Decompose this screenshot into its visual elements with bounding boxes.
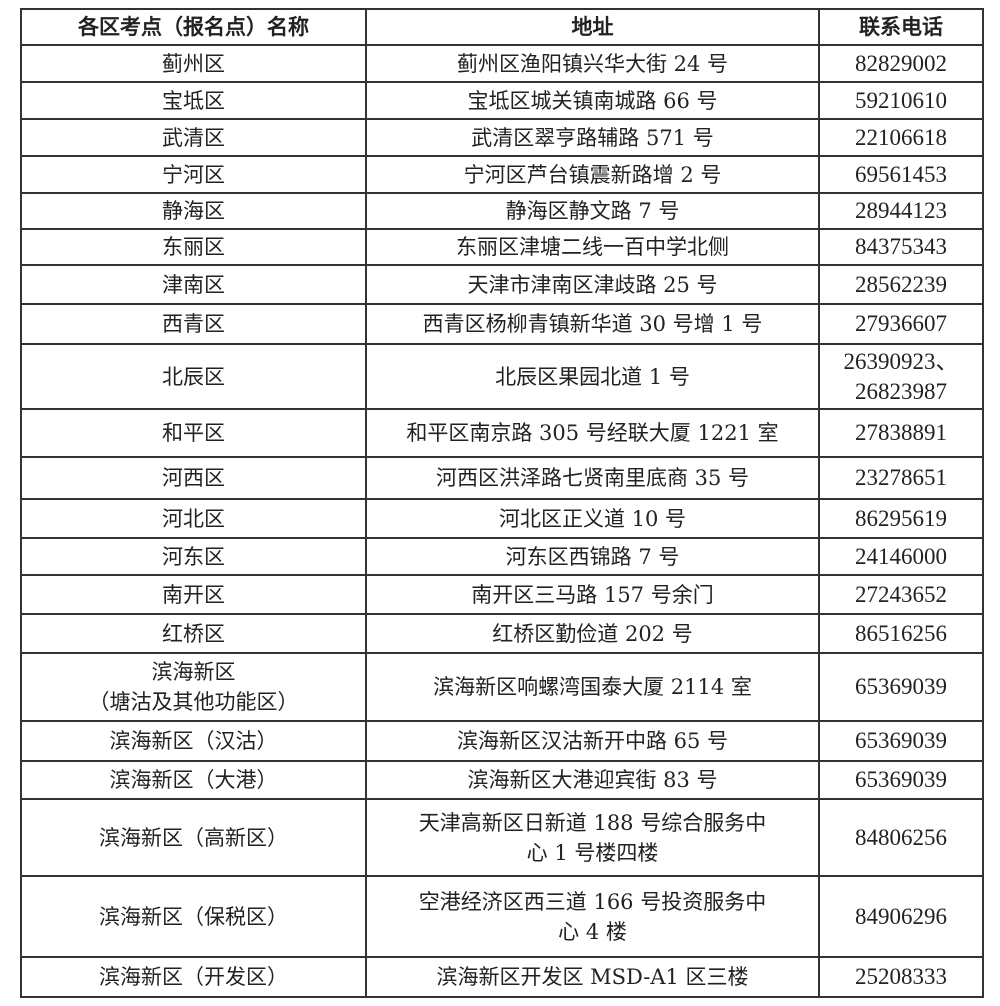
site-phone: 22106618 <box>818 118 984 157</box>
table-row: 红桥区 红桥区勤俭道 202 号 86516256 <box>20 613 984 654</box>
site-name: 滨海新区（汉沽） <box>20 720 367 762</box>
site-name: 蓟州区 <box>20 44 367 83</box>
site-phone: 84906296 <box>818 875 984 958</box>
site-name: 南开区 <box>20 574 367 615</box>
site-name: 宁河区 <box>20 155 367 194</box>
site-phone: 65369039 <box>818 652 984 722</box>
table-row: 宝坻区 宝坻区城关镇南城路 66 号 59210610 <box>20 81 984 120</box>
site-phone: 27838891 <box>818 408 984 458</box>
table-row: 滨海新区 （塘沽及其他功能区） 滨海新区响螺湾国泰大厦 2114 室 6536903… <box>20 652 984 722</box>
site-address: 河北区正义道 10 号 <box>365 498 820 539</box>
header-address: 地址 <box>365 8 820 46</box>
header-name: 各区考点（报名点）名称 <box>20 8 367 46</box>
header-row: 各区考点（报名点）名称 地址 联系电话 <box>20 8 984 46</box>
site-phone: 27936607 <box>818 303 984 345</box>
site-address: 滨海新区开发区 MSD-A1 区三楼 <box>365 956 820 998</box>
table-row: 滨海新区（高新区） 天津高新区日新道 188 号综合服务中 心 1 号楼四楼 848… <box>20 798 984 877</box>
site-phone: 26390923、 26823987 <box>818 343 984 410</box>
table-row: 滨海新区（保税区） 空港经济区西三道 166 号投资服务中 心 4 楼 849062… <box>20 875 984 958</box>
site-address: 东丽区津塘二线一百中学北侧 <box>365 228 820 266</box>
site-phone: 86295619 <box>818 498 984 539</box>
site-address: 和平区南京路 305 号经联大厦 1221 室 <box>365 408 820 458</box>
site-address: 天津高新区日新道 188 号综合服务中 心 1 号楼四楼 <box>365 798 820 877</box>
site-address: 蓟州区渔阳镇兴华大街 24 号 <box>365 44 820 83</box>
site-phone: 84806256 <box>818 798 984 877</box>
site-phone: 84375343 <box>818 228 984 266</box>
site-name: 滨海新区（大港） <box>20 760 367 800</box>
site-name: 宝坻区 <box>20 81 367 120</box>
table-row: 和平区 和平区南京路 305 号经联大厦 1221 室 27838891 <box>20 408 984 458</box>
table-row: 滨海新区（开发区） 滨海新区开发区 MSD-A1 区三楼 25208333 <box>20 956 984 998</box>
site-phone: 28562239 <box>818 264 984 305</box>
table-row: 北辰区 北辰区果园北道 1 号 26390923、 26823987 <box>20 343 984 410</box>
site-phone: 69561453 <box>818 155 984 194</box>
table-row: 滨海新区（汉沽） 滨海新区汉沽新开中路 65 号 65369039 <box>20 720 984 762</box>
table-row: 滨海新区（大港） 滨海新区大港迎宾街 83 号 65369039 <box>20 760 984 800</box>
site-name: 北辰区 <box>20 343 367 410</box>
table-row: 东丽区 东丽区津塘二线一百中学北侧 84375343 <box>20 228 984 266</box>
site-address: 滨海新区汉沽新开中路 65 号 <box>365 720 820 762</box>
table-row: 宁河区 宁河区芦台镇震新路增 2 号 69561453 <box>20 155 984 194</box>
site-name: 西青区 <box>20 303 367 345</box>
site-name: 河西区 <box>20 456 367 500</box>
header-phone: 联系电话 <box>818 8 984 46</box>
site-address: 宝坻区城关镇南城路 66 号 <box>365 81 820 120</box>
exam-sites-table: 各区考点（报名点）名称 地址 联系电话 蓟州区 蓟州区渔阳镇兴华大街 24 号 82… <box>20 8 984 998</box>
site-address: 武清区翠亨路辅路 571 号 <box>365 118 820 157</box>
site-address: 北辰区果园北道 1 号 <box>365 343 820 410</box>
site-name: 滨海新区（保税区） <box>20 875 367 958</box>
table-row: 南开区 南开区三马路 157 号余门 27243652 <box>20 574 984 615</box>
site-address: 红桥区勤俭道 202 号 <box>365 613 820 654</box>
site-name: 津南区 <box>20 264 367 305</box>
site-address: 宁河区芦台镇震新路增 2 号 <box>365 155 820 194</box>
site-phone: 59210610 <box>818 81 984 120</box>
site-address: 南开区三马路 157 号余门 <box>365 574 820 615</box>
table-row: 河西区 河西区洪泽路七贤南里底商 35 号 23278651 <box>20 456 984 500</box>
site-name: 滨海新区（高新区） <box>20 798 367 877</box>
table-row: 西青区 西青区杨柳青镇新华道 30 号增 1 号 27936607 <box>20 303 984 345</box>
site-name: 武清区 <box>20 118 367 157</box>
site-phone: 82829002 <box>818 44 984 83</box>
site-phone: 65369039 <box>818 760 984 800</box>
site-name: 红桥区 <box>20 613 367 654</box>
site-address: 河西区洪泽路七贤南里底商 35 号 <box>365 456 820 500</box>
site-phone: 24146000 <box>818 537 984 576</box>
site-name: 静海区 <box>20 192 367 230</box>
site-address: 滨海新区响螺湾国泰大厦 2114 室 <box>365 652 820 722</box>
table-row: 蓟州区 蓟州区渔阳镇兴华大街 24 号 82829002 <box>20 44 984 83</box>
site-address: 天津市津南区津歧路 25 号 <box>365 264 820 305</box>
table-row: 武清区 武清区翠亨路辅路 571 号 22106618 <box>20 118 984 157</box>
table-row: 静海区 静海区静文路 7 号 28944123 <box>20 192 984 230</box>
site-phone: 28944123 <box>818 192 984 230</box>
site-name: 河东区 <box>20 537 367 576</box>
site-address: 空港经济区西三道 166 号投资服务中 心 4 楼 <box>365 875 820 958</box>
site-address: 河东区西锦路 7 号 <box>365 537 820 576</box>
table-row: 津南区 天津市津南区津歧路 25 号 28562239 <box>20 264 984 305</box>
site-name: 滨海新区 （塘沽及其他功能区） <box>20 652 367 722</box>
table-row: 河北区 河北区正义道 10 号 86295619 <box>20 498 984 539</box>
site-name: 河北区 <box>20 498 367 539</box>
site-phone: 27243652 <box>818 574 984 615</box>
site-name: 和平区 <box>20 408 367 458</box>
site-address: 静海区静文路 7 号 <box>365 192 820 230</box>
site-phone: 86516256 <box>818 613 984 654</box>
site-address: 滨海新区大港迎宾街 83 号 <box>365 760 820 800</box>
site-phone: 25208333 <box>818 956 984 998</box>
site-phone: 23278651 <box>818 456 984 500</box>
site-phone: 65369039 <box>818 720 984 762</box>
table-row: 河东区 河东区西锦路 7 号 24146000 <box>20 537 984 576</box>
site-name: 滨海新区（开发区） <box>20 956 367 998</box>
site-address: 西青区杨柳青镇新华道 30 号增 1 号 <box>365 303 820 345</box>
site-name: 东丽区 <box>20 228 367 266</box>
